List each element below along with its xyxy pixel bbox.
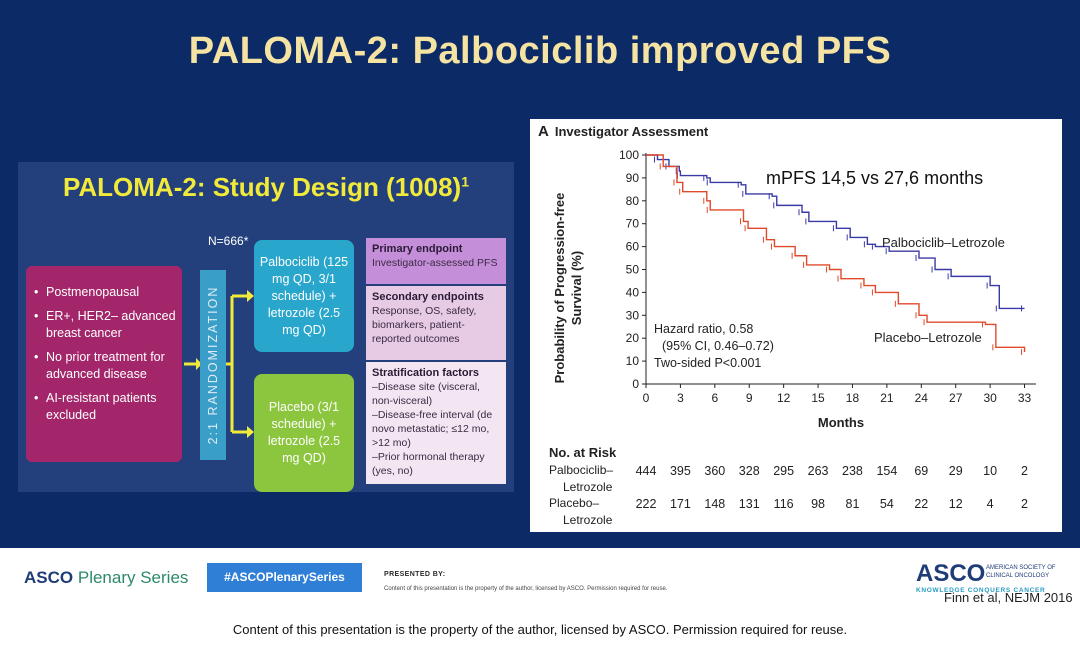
- x-tick-label: 15: [811, 391, 825, 405]
- risk-count: 2: [1021, 464, 1028, 478]
- x-tick-label: 30: [983, 391, 997, 405]
- palbociclib-curve-label: Palbociclib–Letrozole: [882, 235, 1005, 250]
- y-tick-label: 70: [626, 217, 640, 231]
- arrow-head: [196, 358, 202, 370]
- y-tick-label: 60: [626, 240, 640, 254]
- y-tick-label: 10: [626, 354, 640, 368]
- x-tick-label: 6: [711, 391, 718, 405]
- risk-count: 222: [636, 497, 657, 511]
- risk-count: 4: [987, 497, 994, 511]
- mpfs-annotation: mPFS 14,5 vs 27,6 months: [766, 168, 983, 188]
- y-tick-label: 30: [626, 308, 640, 322]
- secondary-endpoints-text: Response, OS, safety, biomarkers, patien…: [372, 305, 477, 345]
- study-design-title: PALOMA-2: Study Design (1008)1: [62, 172, 470, 202]
- hashtag-badge: #ASCOPlenarySeries: [207, 563, 362, 592]
- x-tick-label: 21: [880, 391, 894, 405]
- risk-count: 154: [876, 464, 897, 478]
- x-tick-label: 0: [643, 391, 650, 405]
- risk-count: 295: [773, 464, 794, 478]
- x-tick-label: 18: [846, 391, 860, 405]
- secondary-endpoints-box: Secondary endpoints Response, OS, safety…: [366, 286, 506, 360]
- stratification-item: –Prior hormonal therapy (yes, no): [372, 451, 485, 477]
- placebo-curve: [646, 154, 1026, 352]
- placebo-curve-label: Placebo–Letrozole: [874, 330, 982, 345]
- risk-table-title: No. at Risk: [549, 445, 617, 460]
- criteria-item: Postmenopausal: [34, 284, 176, 301]
- randomization-bar: [200, 270, 226, 460]
- slide: PALOMA-2: Palbociclib improved PFS PALOM…: [0, 0, 1080, 548]
- risk-count: 10: [983, 464, 997, 478]
- criteria-item: AI-resistant patients excluded: [34, 390, 176, 424]
- risk-count: 238: [842, 464, 863, 478]
- x-tick-label: 24: [915, 391, 929, 405]
- y-tick-label: 90: [626, 171, 640, 185]
- risk-row-label-placebo: Placebo– Letrozole: [549, 496, 613, 527]
- y-tick-label: 100: [619, 148, 639, 162]
- risk-row-label-palbociclib: Palbociclib– Letrozole: [549, 463, 614, 494]
- risk-count: 131: [739, 497, 760, 511]
- risk-count: 263: [808, 464, 829, 478]
- risk-count: 360: [704, 464, 725, 478]
- citation: Finn et al, NEJM 2016: [944, 590, 1073, 605]
- risk-count: 12: [949, 497, 963, 511]
- risk-count: 22: [914, 497, 928, 511]
- asco-plenary-logo: ASCO Plenary Series: [24, 568, 189, 587]
- disclaimer: Content of this presentation is the prop…: [232, 622, 848, 637]
- secondary-endpoints-title: Secondary endpoints: [372, 291, 484, 303]
- risk-count: 98: [811, 497, 825, 511]
- randomization-label: 2:1 RANDOMIZATION: [206, 285, 220, 445]
- hazard-ratio-text: Hazard ratio, 0.58: [654, 322, 753, 336]
- confidence-interval-text: (95% CI, 0.46–0.72): [662, 339, 774, 353]
- risk-count: 148: [704, 497, 725, 511]
- palbociclib-curve: [646, 154, 1025, 310]
- stratification-box: Stratification factors –Disease site (vi…: [366, 362, 506, 484]
- y-tick-label: 80: [626, 194, 640, 208]
- design-arrows: [184, 290, 254, 438]
- presented-by-label: PRESENTED BY:: [384, 571, 446, 578]
- criteria-item: No prior treatment for advanced disease: [34, 349, 176, 383]
- primary-endpoint-title: Primary endpoint: [372, 243, 463, 255]
- risk-count: 81: [846, 497, 860, 511]
- footer-note: Content of this presentation is the prop…: [384, 586, 668, 592]
- risk-count: 2: [1021, 497, 1028, 511]
- y-tick-label: 40: [626, 285, 640, 299]
- risk-count: 395: [670, 464, 691, 478]
- x-axis-title: Months: [818, 415, 864, 430]
- p-value-text: Two-sided P<0.001: [654, 356, 761, 370]
- arrow-head: [247, 290, 254, 302]
- risk-count: 69: [914, 464, 928, 478]
- stratification-title: Stratification factors: [372, 367, 479, 379]
- y-tick-label: 0: [632, 377, 639, 391]
- y-tick-label: 20: [626, 331, 640, 345]
- slide-title: PALOMA-2: Palbociclib improved PFS: [188, 30, 892, 72]
- x-tick-label: 3: [677, 391, 684, 405]
- risk-count: 444: [636, 464, 657, 478]
- risk-count: 171: [670, 497, 691, 511]
- arrow-head: [247, 426, 254, 438]
- stratification-item: –Disease site (visceral, non-visceral): [372, 381, 480, 407]
- primary-endpoint-text: Investigator-assessed PFS: [372, 257, 498, 269]
- sample-size-label: N=666*: [208, 234, 249, 248]
- x-tick-label: 12: [777, 391, 791, 405]
- study-design-panel: PALOMA-2: Study Design (1008)1 N=666* Po…: [18, 162, 514, 492]
- risk-count: 54: [880, 497, 894, 511]
- asco-society-logo: ASCO AMERICAN SOCIETY OF CLINICAL ONCOLOG…: [916, 560, 1056, 594]
- criteria-item: ER+, HER2– advanced breast cancer: [34, 308, 176, 342]
- y-tick-label: 50: [626, 263, 640, 277]
- km-chart-panel: A Investigator Assessment Probability of …: [530, 119, 1062, 532]
- palbociclib-arm-box: Palbociclib (125 mg QD, 3/1 schedule) + …: [254, 240, 354, 352]
- x-tick-label: 9: [746, 391, 753, 405]
- primary-endpoint-box: Primary endpoint Investigator-assessed P…: [366, 238, 506, 284]
- x-tick-label: 27: [949, 391, 963, 405]
- x-tick-label: 33: [1018, 391, 1032, 405]
- risk-count: 29: [949, 464, 963, 478]
- eligibility-criteria-box: Postmenopausal ER+, HER2– advanced breas…: [26, 266, 182, 462]
- stratification-item: –Disease-free interval (de novo metastat…: [372, 409, 493, 449]
- risk-count: 116: [774, 497, 794, 511]
- placebo-arm-box: Placebo (3/1 schedule) + letrozole (2.5 …: [254, 374, 354, 492]
- km-panel-header: A Investigator Assessment: [538, 123, 709, 140]
- risk-count: 328: [739, 464, 760, 478]
